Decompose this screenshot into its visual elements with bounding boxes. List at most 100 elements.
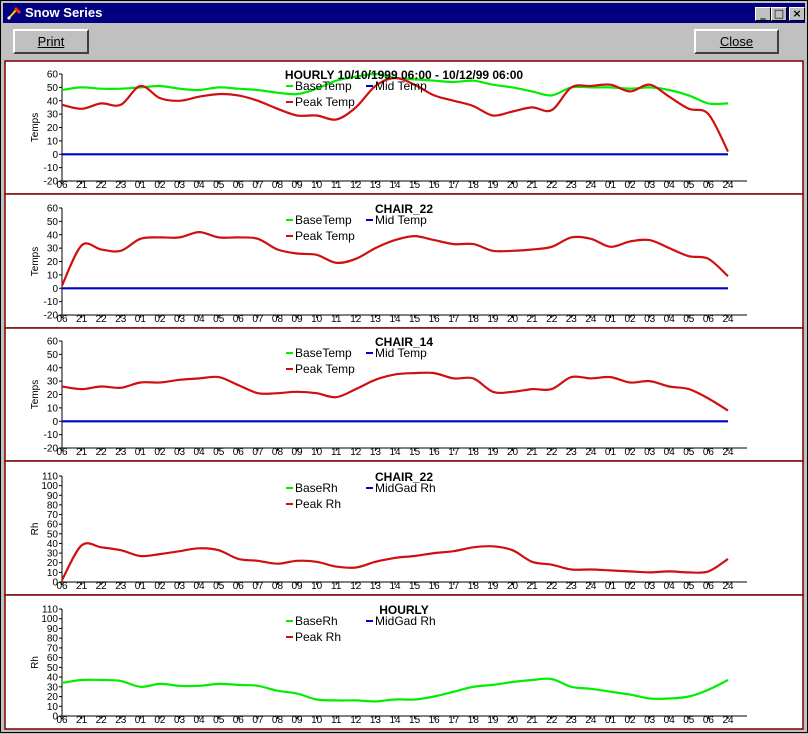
y-tick-label: 30 (47, 682, 59, 693)
x-tick-label: 24 (585, 180, 597, 191)
x-tick-label: 17 (448, 581, 460, 592)
title-bar[interactable]: Snow Series _ □ × (3, 3, 805, 23)
x-tick-label: 16 (429, 447, 441, 458)
x-tick-label: 05 (683, 314, 695, 325)
x-tick-label: 18 (468, 715, 480, 726)
x-tick-label: 10 (311, 180, 323, 191)
x-tick-label: 24 (722, 180, 734, 191)
x-tick-label: 04 (664, 314, 676, 325)
x-tick-label: 01 (135, 715, 147, 726)
x-tick-label: 04 (664, 180, 676, 191)
x-tick-label: 23 (566, 314, 578, 325)
x-tick-label: 21 (76, 180, 88, 191)
x-tick-label: 23 (566, 447, 578, 458)
legend-label: Peak Temp (295, 362, 355, 376)
legend-label: Peak Rh (295, 630, 341, 644)
x-tick-label: 17 (448, 447, 460, 458)
panel-frame (4, 594, 804, 730)
x-tick-label: 02 (154, 447, 166, 458)
close-button[interactable]: Close (694, 29, 779, 54)
x-tick-label: 01 (605, 180, 617, 191)
x-tick-label: 21 (527, 715, 539, 726)
series-line (61, 677, 729, 703)
x-tick-label: 03 (644, 581, 656, 592)
x-tick-label: 01 (605, 581, 617, 592)
x-tick-label: 07 (252, 715, 264, 726)
maximize-button[interactable]: □ (771, 7, 787, 21)
y-tick-label: 70 (47, 510, 59, 521)
x-tick-label: 05 (683, 715, 695, 726)
legend-label: BaseTemp (295, 79, 352, 93)
y-tick-label: 60 (47, 653, 59, 664)
x-tick-label: 12 (350, 715, 362, 726)
x-tick-label: 03 (644, 715, 656, 726)
x-tick-label: 03 (174, 581, 186, 592)
x-tick-label: 23 (566, 581, 578, 592)
close-icon: × (792, 7, 802, 20)
x-tick-label: 16 (429, 715, 441, 726)
x-tick-label: 02 (624, 180, 636, 191)
x-tick-label: 11 (331, 581, 342, 592)
close-window-button[interactable]: × (789, 7, 805, 21)
x-tick-label: 12 (350, 447, 362, 458)
x-tick-label: 15 (409, 314, 421, 325)
x-tick-label: 21 (76, 581, 88, 592)
legend-label: Peak Temp (295, 95, 355, 109)
y-tick-label: 30 (47, 110, 59, 121)
y-tick-label: 20 (47, 558, 59, 569)
y-tick-label: 60 (47, 520, 59, 531)
y-tick-label: 60 (47, 337, 59, 348)
y-tick-label: 30 (47, 244, 59, 255)
x-tick-label: 22 (546, 581, 558, 592)
x-tick-label: 23 (566, 180, 578, 191)
y-tick-label: 20 (47, 692, 59, 703)
print-button[interactable]: Print (13, 29, 89, 54)
legend-label: Peak Rh (295, 497, 341, 511)
x-tick-label: 03 (174, 314, 186, 325)
x-tick-label: 12 (350, 581, 362, 592)
x-tick-label: 09 (291, 314, 303, 325)
x-tick-label: 12 (350, 180, 362, 191)
y-tick-label: 60 (47, 70, 59, 81)
y-tick-label: 90 (47, 624, 59, 635)
chart-title: HOURLY (379, 603, 429, 617)
x-tick-label: 06 (233, 447, 245, 458)
y-tick-label: 10 (47, 568, 59, 579)
chart-title: CHAIR_22 (375, 470, 433, 484)
legend-label: MidGad Rh (375, 481, 436, 495)
x-tick-label: 06 (56, 314, 68, 325)
x-tick-label: 19 (487, 581, 499, 592)
y-tick-label: 110 (42, 472, 58, 483)
minimize-button[interactable]: _ (755, 7, 771, 21)
y-tick-label: 50 (47, 83, 59, 94)
x-tick-label: 07 (252, 314, 264, 325)
x-tick-label: 21 (76, 715, 88, 726)
x-tick-label: 05 (213, 180, 225, 191)
y-tick-label: 40 (47, 673, 59, 684)
x-tick-label: 13 (370, 581, 382, 592)
x-tick-label: 23 (115, 447, 127, 458)
x-tick-label: 22 (546, 715, 558, 726)
maximize-icon: □ (773, 7, 785, 20)
x-tick-label: 19 (487, 314, 499, 325)
x-tick-label: 22 (546, 180, 558, 191)
panel-frame (4, 460, 804, 596)
x-tick-label: 20 (507, 314, 519, 325)
x-tick-label: 09 (291, 180, 303, 191)
x-tick-label: 14 (389, 715, 401, 726)
x-tick-label: 11 (331, 314, 342, 325)
x-tick-label: 06 (703, 180, 715, 191)
x-tick-label: 23 (115, 581, 127, 592)
y-tick-label: 40 (47, 363, 59, 374)
y-axis-label: Temps (30, 247, 41, 276)
x-tick-label: 07 (252, 447, 264, 458)
y-tick-label: 0 (52, 578, 58, 589)
x-tick-label: 04 (194, 447, 206, 458)
x-tick-label: 23 (566, 715, 578, 726)
y-axis-label: Rh (30, 656, 41, 669)
legend: BaseTemp Mid Temp Peak Temp (286, 79, 427, 109)
x-tick-label: 16 (429, 314, 441, 325)
x-tick-label: 24 (585, 715, 597, 726)
